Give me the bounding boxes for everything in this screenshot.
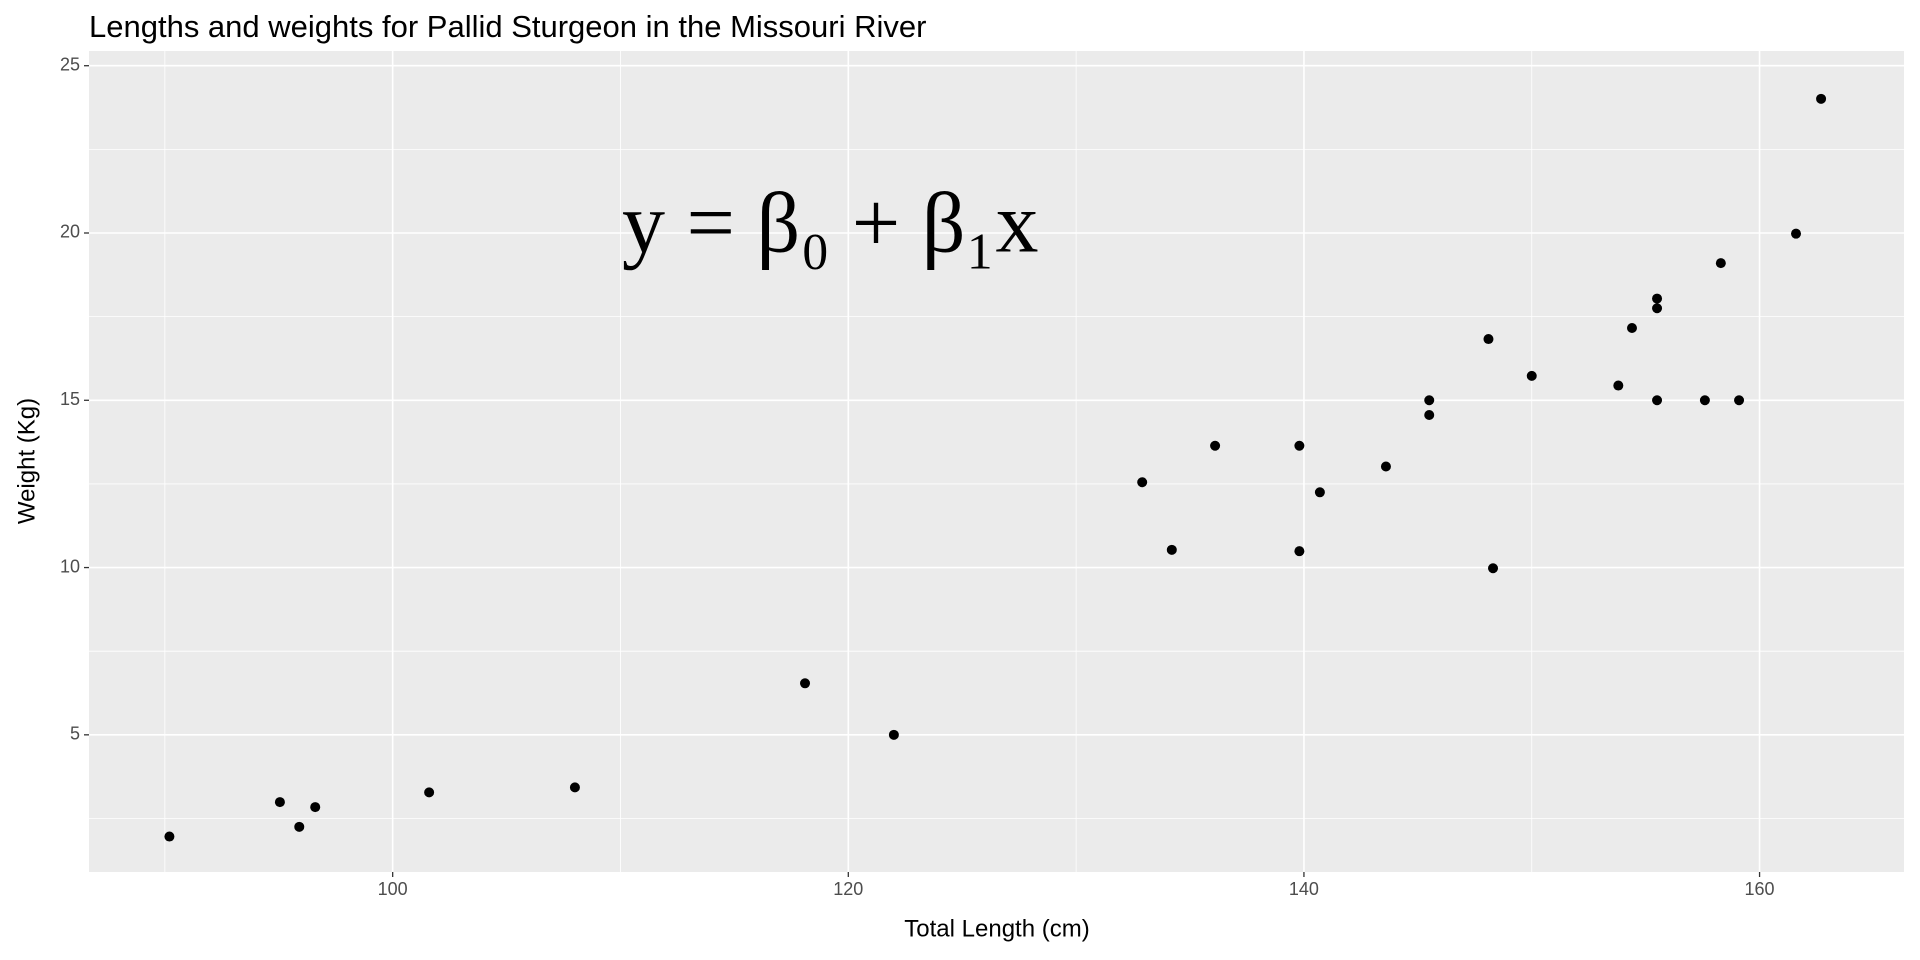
point bbox=[888, 729, 899, 740]
y-tick-label: 25 bbox=[60, 54, 80, 74]
y-tick-label: 10 bbox=[60, 556, 80, 576]
point bbox=[424, 787, 435, 798]
point bbox=[1699, 395, 1710, 406]
x-tick-label: 160 bbox=[1745, 879, 1775, 899]
point bbox=[1314, 487, 1325, 498]
point bbox=[1626, 323, 1637, 334]
point bbox=[1734, 395, 1745, 406]
y-tick-label: 5 bbox=[70, 724, 80, 744]
y-tick-label: 15 bbox=[60, 389, 80, 409]
point bbox=[1380, 461, 1391, 472]
chart-title: Lengths and weights for Pallid Sturgeon … bbox=[89, 9, 926, 44]
point bbox=[1613, 380, 1624, 391]
point bbox=[1137, 477, 1148, 488]
point bbox=[164, 831, 175, 842]
point bbox=[1652, 303, 1663, 314]
x-tick-label: 120 bbox=[833, 879, 863, 899]
point bbox=[1791, 228, 1802, 239]
point bbox=[274, 797, 285, 808]
point bbox=[1424, 409, 1435, 420]
point bbox=[1816, 93, 1827, 104]
point bbox=[800, 678, 811, 689]
point bbox=[1715, 258, 1726, 269]
point bbox=[1166, 544, 1177, 555]
x-axis-title: Total Length (cm) bbox=[904, 915, 1089, 942]
point bbox=[1488, 563, 1499, 574]
point bbox=[1294, 546, 1305, 557]
point bbox=[294, 821, 305, 832]
point bbox=[569, 782, 580, 793]
point bbox=[1652, 293, 1663, 304]
point bbox=[1483, 334, 1494, 345]
point bbox=[310, 802, 321, 813]
point bbox=[1424, 395, 1435, 406]
y-axis-title: Weight (Kg) bbox=[13, 398, 40, 524]
y-tick-label: 20 bbox=[60, 222, 80, 242]
point bbox=[1526, 370, 1537, 381]
x-tick-label: 140 bbox=[1289, 879, 1319, 899]
point bbox=[1210, 440, 1221, 451]
x-tick-label: 100 bbox=[378, 879, 408, 899]
point bbox=[1294, 440, 1305, 451]
annotation: y = β₀ + β₁x bbox=[622, 175, 1038, 271]
point bbox=[1652, 395, 1663, 406]
